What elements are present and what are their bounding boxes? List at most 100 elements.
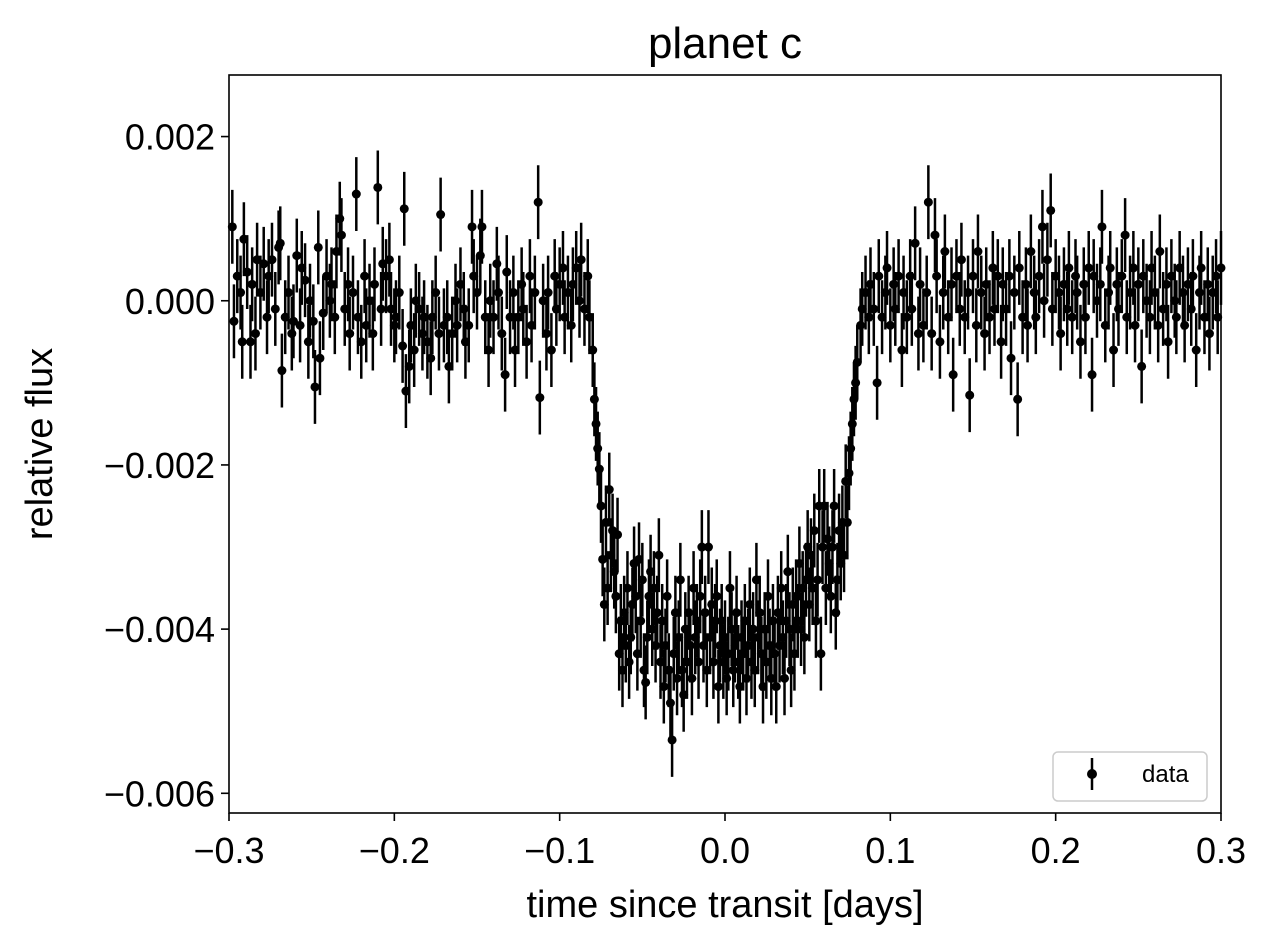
point-marker — [237, 337, 247, 347]
point-marker — [247, 279, 257, 289]
data-point — [971, 288, 981, 363]
point-marker — [394, 288, 404, 298]
point-marker — [1153, 320, 1163, 330]
data-point — [1109, 313, 1119, 387]
point-marker — [713, 682, 723, 692]
point-marker — [277, 366, 287, 376]
point-marker — [1054, 288, 1064, 298]
point-marker — [360, 271, 370, 281]
point-marker — [872, 378, 882, 388]
data-point — [780, 641, 790, 716]
point-marker — [935, 337, 945, 347]
point-marker — [1031, 312, 1041, 322]
data-point — [947, 247, 957, 322]
data-point — [988, 230, 998, 305]
point-marker — [525, 271, 535, 281]
data-point — [1064, 230, 1074, 305]
point-marker — [1080, 312, 1090, 322]
data-point — [1204, 296, 1214, 371]
data-point — [500, 337, 510, 412]
data-point — [1080, 280, 1090, 355]
data-point — [493, 255, 503, 330]
data-point — [996, 304, 1006, 379]
data-point — [245, 304, 255, 379]
point-marker — [1021, 279, 1031, 289]
point-marker — [259, 259, 269, 269]
point-marker — [530, 288, 540, 298]
point-marker — [343, 279, 353, 289]
data-point — [922, 255, 932, 330]
point-marker — [245, 337, 255, 347]
data-point — [288, 284, 298, 359]
data-point — [1128, 230, 1138, 305]
point-marker — [708, 657, 718, 667]
point-marker — [889, 279, 899, 289]
data-point — [1097, 189, 1107, 264]
point-marker — [1117, 271, 1127, 281]
point-marker — [973, 246, 983, 256]
data-point — [826, 559, 836, 634]
data-point — [783, 534, 793, 609]
data-point — [1145, 280, 1155, 355]
data-point — [604, 452, 614, 527]
data-point — [976, 255, 986, 330]
point-marker — [694, 657, 704, 667]
x-tick-label: 0.3 — [1196, 830, 1246, 871]
point-marker — [300, 275, 310, 285]
data-point — [1213, 280, 1223, 355]
point-marker — [741, 673, 751, 683]
point-marker — [770, 649, 780, 659]
point-marker — [948, 370, 958, 380]
point-marker — [1026, 246, 1036, 256]
point-marker — [846, 444, 856, 454]
point-marker — [938, 288, 948, 298]
point-marker — [897, 345, 907, 355]
point-marker — [712, 591, 722, 601]
point-marker — [831, 608, 841, 618]
data-point — [1180, 288, 1190, 363]
data-point — [1072, 255, 1082, 330]
data-point — [1021, 247, 1031, 322]
point-marker — [1072, 288, 1082, 298]
point-marker — [611, 591, 621, 601]
data-point — [703, 510, 713, 584]
point-marker — [722, 673, 732, 683]
point-marker — [373, 182, 383, 192]
point-marker — [1130, 320, 1140, 330]
point-marker — [1211, 271, 1221, 281]
data-point — [694, 625, 704, 699]
point-marker — [303, 337, 313, 347]
point-marker — [310, 382, 320, 392]
point-marker — [851, 378, 861, 388]
point-marker — [1004, 271, 1014, 281]
point-marker — [313, 242, 323, 252]
data-point — [913, 296, 923, 371]
data-point — [1120, 198, 1130, 273]
data-point — [1023, 288, 1033, 363]
point-marker — [535, 393, 545, 403]
point-marker — [576, 255, 586, 265]
point-marker — [1203, 279, 1213, 289]
data-point — [1037, 189, 1047, 264]
point-marker — [1042, 255, 1052, 265]
point-marker — [267, 255, 277, 265]
data-point — [399, 171, 409, 246]
point-marker — [500, 370, 510, 380]
data-point — [1130, 288, 1140, 363]
data-point — [776, 551, 786, 626]
data-point — [695, 559, 705, 634]
point-marker — [1180, 320, 1190, 330]
data-point — [1009, 255, 1019, 330]
data-point — [894, 239, 904, 314]
data-point — [596, 469, 606, 543]
data-point — [267, 222, 277, 297]
data-point — [872, 345, 882, 420]
point-marker — [541, 329, 551, 339]
data-point — [259, 226, 269, 301]
point-marker — [768, 616, 778, 626]
data-point — [431, 255, 441, 330]
point-marker — [543, 288, 553, 298]
data-point — [700, 575, 710, 650]
data-point — [242, 235, 252, 309]
data-point — [885, 288, 895, 363]
